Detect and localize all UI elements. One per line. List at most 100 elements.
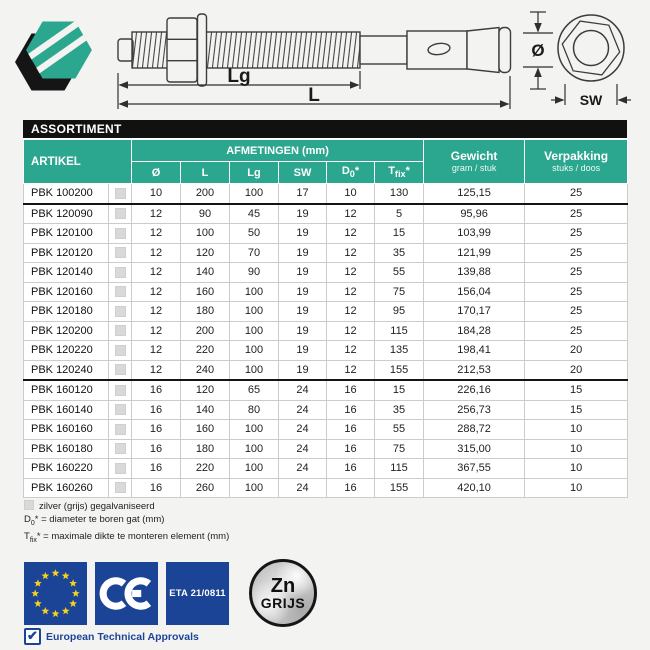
cell-tfix: 130: [373, 183, 425, 204]
cell-verpakking: 25: [524, 223, 629, 244]
cell-length: 240: [180, 359, 230, 381]
cell-gewicht: 367,55: [423, 458, 526, 479]
cell-diameter: 12: [131, 320, 181, 341]
cell-diameter: 16: [131, 379, 181, 401]
cell-sw: 17: [278, 183, 327, 204]
cell-tfix: 135: [373, 340, 425, 361]
cell-sw: 24: [278, 399, 327, 420]
cell-d0: 16: [326, 379, 375, 401]
cell-thread-length: 100: [229, 183, 279, 204]
cell-d0: 10: [326, 183, 375, 204]
header-dim-tfix: Tfix*: [373, 161, 425, 184]
cell-sw: 19: [278, 320, 327, 341]
cell-thread-length: 65: [229, 379, 279, 401]
cell-color-swatch: [108, 477, 132, 498]
grijs-label: GRIJS: [260, 594, 306, 611]
cell-thread-length: 45: [229, 202, 279, 224]
cell-d0: 12: [326, 262, 375, 283]
header-dim-l: L: [180, 161, 230, 184]
cell-color-swatch: [108, 320, 132, 341]
table-row: PBK 160260 16 260 100 24 16 155 420,10 1…: [23, 477, 629, 498]
cell-gewicht: 121,99: [423, 242, 526, 263]
cell-diameter: 12: [131, 359, 181, 381]
cell-length: 200: [180, 183, 230, 204]
table-row: PBK 120200 12 200 100 19 12 115 184,28 2…: [23, 320, 629, 341]
cell-sw: 24: [278, 477, 327, 498]
cell-color-swatch: [108, 340, 132, 361]
cell-tfix: 15: [373, 223, 425, 244]
cell-thread-length: 90: [229, 262, 279, 283]
header-gewicht: Gewicht gram / stuk: [423, 139, 526, 184]
cell-sw: 19: [278, 223, 327, 244]
cell-tfix: 115: [373, 320, 425, 341]
cell-artikel: PBK 120240: [23, 359, 109, 381]
header-afmetingen: AFMETINGEN (mm): [130, 139, 425, 162]
cell-diameter: 12: [131, 301, 181, 322]
silver-color-swatch-icon: [114, 384, 126, 396]
cell-diameter: 12: [131, 242, 181, 263]
cell-length: 220: [180, 340, 230, 361]
cell-verpakking: 20: [524, 340, 629, 361]
table-row: PBK 160160 16 160 100 24 16 55 288,72 10: [23, 419, 629, 440]
cell-thread-length: 100: [229, 340, 279, 361]
silver-color-swatch-icon: [114, 482, 126, 494]
cell-artikel: PBK 160140: [23, 399, 109, 420]
cell-sw: 24: [278, 458, 327, 479]
cell-sw: 19: [278, 242, 327, 263]
table-row: PBK 160140 16 140 80 24 16 35 256,73 15: [23, 399, 629, 420]
header-dim-diameter: Ø: [131, 161, 181, 184]
cell-tfix: 155: [373, 477, 425, 498]
cell-length: 100: [180, 223, 230, 244]
silver-color-swatch-icon: [114, 247, 126, 259]
certification-badges: ETA 21/0811 Zn GRIJS: [24, 559, 317, 627]
cell-color-swatch: [108, 359, 132, 381]
nut-end-view: [557, 14, 625, 82]
cell-d0: 16: [326, 458, 375, 479]
table-row: PBK 160180 16 180 100 24 16 75 315,00 10: [23, 438, 629, 459]
cell-color-swatch: [108, 399, 132, 420]
cell-tfix: 75: [373, 281, 425, 302]
cell-color-swatch: [108, 379, 132, 401]
cell-artikel: PBK 120160: [23, 281, 109, 302]
cell-gewicht: 226,16: [423, 379, 526, 401]
cell-length: 160: [180, 419, 230, 440]
brand-logo-icon: [15, 21, 92, 91]
silver-color-swatch-icon: [114, 305, 126, 317]
silver-color-swatch-icon: [114, 404, 126, 416]
table-row: PBK 120120 12 120 70 19 12 35 121,99 25: [23, 242, 629, 263]
cell-gewicht: 103,99: [423, 223, 526, 244]
silver-color-swatch-icon: [114, 266, 126, 278]
cell-artikel: PBK 120180: [23, 301, 109, 322]
cell-tfix: 35: [373, 399, 425, 420]
cell-length: 160: [180, 281, 230, 302]
cell-d0: 16: [326, 419, 375, 440]
cell-length: 140: [180, 399, 230, 420]
cell-sw: 19: [278, 359, 327, 381]
cell-tfix: 55: [373, 262, 425, 283]
ce-mark-icon: [95, 561, 158, 625]
cell-sw: 24: [278, 419, 327, 440]
silver-color-swatch-icon: [114, 364, 126, 376]
eta-approvals-footer: ✔ European Technical Approvals: [24, 628, 199, 645]
cell-d0: 12: [326, 281, 375, 302]
cell-sw: 19: [278, 281, 327, 302]
cell-tfix: 95: [373, 301, 425, 322]
header-artikel: ARTIKEL: [23, 139, 132, 184]
cell-gewicht: 256,73: [423, 399, 526, 420]
cell-thread-length: 100: [229, 438, 279, 459]
diameter-dimension: [523, 11, 553, 90]
cell-gewicht: 125,15: [423, 183, 526, 204]
cell-verpakking: 25: [524, 242, 629, 263]
footnote-d0: D0* = diameter te boren gat (mm): [24, 514, 165, 527]
cell-sw: 19: [278, 262, 327, 283]
cell-tfix: 55: [373, 419, 425, 440]
header-dim-d0: D0*: [326, 161, 375, 184]
anchor-bolt-side-view-drawing: Lg L: [117, 13, 512, 109]
cell-gewicht: 315,00: [423, 438, 526, 459]
silver-color-swatch-icon: [114, 208, 126, 220]
cell-gewicht: 139,88: [423, 262, 526, 283]
cell-sw: 24: [278, 379, 327, 401]
cell-diameter: 10: [131, 183, 181, 204]
cell-diameter: 12: [131, 281, 181, 302]
cell-gewicht: 170,17: [423, 301, 526, 322]
